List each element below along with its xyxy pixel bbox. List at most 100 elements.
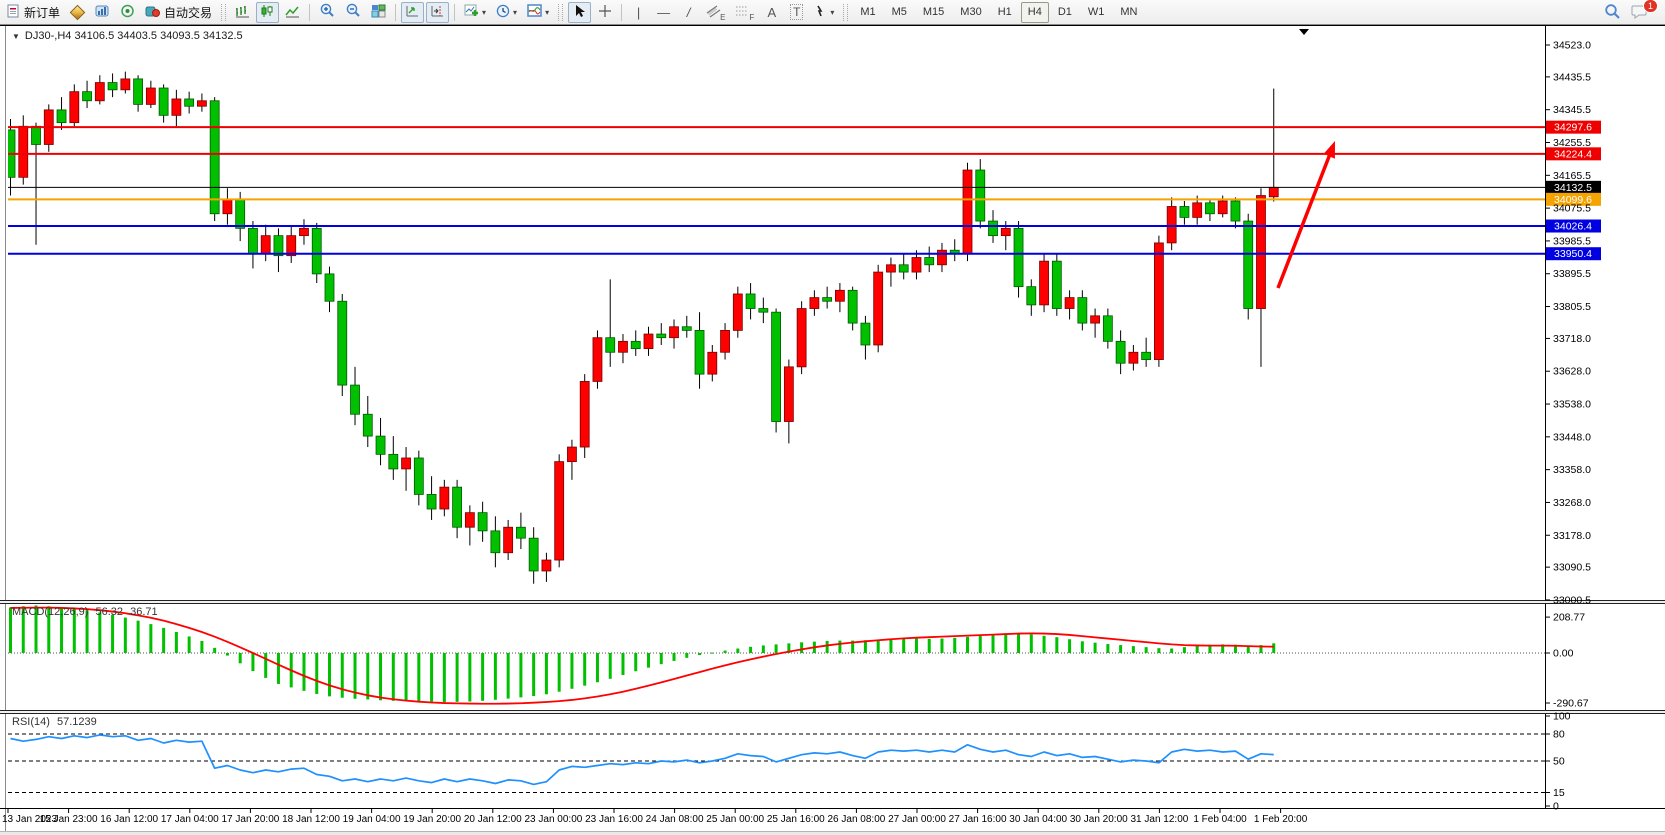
new-order-label: 新订单 <box>24 5 61 20</box>
notification-badge: 1 <box>1642 0 1658 13</box>
price-badge <box>1546 180 1601 194</box>
candle-body <box>464 512 475 528</box>
macd-bar <box>328 653 331 697</box>
macd-bar <box>200 640 204 653</box>
candle-body <box>1192 202 1203 218</box>
market-button[interactable] <box>66 2 89 23</box>
templates-button[interactable]: ▾ <box>523 2 553 23</box>
trendline-button[interactable]: / <box>677 2 700 23</box>
price-tick-label: 34523.0 <box>1553 40 1591 52</box>
macd-bar <box>940 638 944 653</box>
candle-body <box>439 486 450 510</box>
price-badge <box>1546 192 1601 206</box>
indicators-button[interactable]: ▾ <box>460 2 490 23</box>
timeframe-button-mn[interactable]: MN <box>1120 6 1138 18</box>
macd-bar <box>787 643 791 653</box>
auto-trading-button[interactable]: 自动交易 <box>141 2 216 23</box>
candle-body <box>1166 206 1177 244</box>
time-axis[interactable] <box>8 809 1545 831</box>
candle-body <box>937 249 947 266</box>
chart-shift-marker-icon[interactable] <box>1299 29 1309 35</box>
rsi-panel[interactable] <box>8 714 1545 808</box>
timeframe-button-h4[interactable]: H4 <box>1020 1 1049 23</box>
line-chart-button[interactable] <box>281 2 304 23</box>
chart-shift-button[interactable] <box>426 1 450 23</box>
dropdown-arrow-icon[interactable]: ▼ <box>12 31 20 41</box>
data-window-button[interactable] <box>91 2 114 23</box>
price-axis[interactable] <box>1546 26 1665 808</box>
notifications-button[interactable]: 1 <box>1627 0 1658 23</box>
zoom-out-button[interactable] <box>341 2 365 23</box>
text-label-button[interactable]: T <box>785 2 808 23</box>
macd-bar <box>723 650 727 653</box>
timeframe-button-m30[interactable]: M30 <box>960 6 982 18</box>
timeframe-button-m5[interactable]: M5 <box>891 6 907 18</box>
toolbar-grip <box>558 3 564 21</box>
macd-bar <box>672 653 676 661</box>
time-tick-label: 15 Jan 23:00 <box>40 814 98 825</box>
candle-body <box>1051 260 1062 309</box>
macd-bar <box>978 635 982 653</box>
candlestick-chart-button[interactable] <box>256 1 280 23</box>
auto-scroll-button[interactable] <box>401 1 425 23</box>
timeframe-button-m15[interactable]: M15 <box>922 6 945 18</box>
text-button[interactable]: A <box>760 2 783 23</box>
macd-bar <box>1246 646 1250 653</box>
candle-body <box>1077 297 1088 324</box>
price-tick-label: 33448.0 <box>1553 431 1591 443</box>
main-macd-separator <box>0 600 1665 604</box>
price-tick-label: 34255.5 <box>1553 137 1591 149</box>
macd-bar <box>863 640 867 653</box>
trend-arrow-annotation <box>1276 141 1335 289</box>
candle-body <box>618 340 628 353</box>
macd-bar <box>595 653 599 683</box>
arrows-button[interactable]: ▾ <box>810 2 838 23</box>
horizontal-line-button[interactable]: — <box>652 2 675 23</box>
equidistant-channel-button[interactable]: E <box>702 2 729 23</box>
candle-body <box>732 293 743 331</box>
timeframe-button-w1[interactable]: W1 <box>1087 6 1105 18</box>
price-tick-label: 33718.0 <box>1553 333 1591 345</box>
trend-arrow-head[interactable] <box>1323 141 1335 159</box>
macd-bar <box>749 646 753 653</box>
bar-chart-button[interactable] <box>231 2 254 23</box>
timeframe-button-h1[interactable]: H1 <box>997 6 1012 18</box>
chart-shift-icon <box>430 4 445 21</box>
cursor-button[interactable] <box>568 1 592 23</box>
arrows-icon <box>814 4 828 21</box>
rsi-line <box>10 734 1274 786</box>
search-button[interactable] <box>1600 2 1625 23</box>
timeframe-button-m1[interactable]: M1 <box>860 6 876 18</box>
candle-body <box>375 435 386 455</box>
hline-icon: — <box>657 4 671 20</box>
candle-body <box>56 109 67 124</box>
candle-body <box>783 366 794 422</box>
macd-bar <box>47 606 51 653</box>
candle-body <box>796 308 807 368</box>
macd-panel[interactable] <box>8 604 1545 710</box>
vline-icon: | <box>636 4 641 20</box>
periods-button[interactable]: ▾ <box>492 2 521 23</box>
trend-arrow-line[interactable] <box>1276 153 1332 289</box>
crosshair-button[interactable] <box>593 2 616 23</box>
macd-bar <box>1272 643 1276 653</box>
time-tick-label: 25 Jan 16:00 <box>767 814 825 825</box>
timeframe-button-d1[interactable]: D1 <box>1057 6 1072 18</box>
macd-bar <box>1170 648 1174 653</box>
new-order-button[interactable]: 新订单 <box>3 2 64 23</box>
fibonacci-button[interactable]: F <box>731 2 758 23</box>
candle-body <box>184 98 195 107</box>
candle-body <box>324 273 335 302</box>
zoom-in-button[interactable] <box>315 2 339 23</box>
macd-bar <box>430 653 434 702</box>
candle-body <box>503 526 514 554</box>
signals-button[interactable] <box>116 2 139 23</box>
candle-body <box>809 297 820 309</box>
main-chart-panel[interactable] <box>8 26 1545 600</box>
macd-bar <box>1259 645 1263 653</box>
candle-body <box>452 486 463 528</box>
time-tick-label: 1 Feb 04:00 <box>1193 814 1247 825</box>
vertical-line-button[interactable]: | <box>627 2 650 23</box>
tile-windows-button[interactable] <box>367 2 390 23</box>
clock-icon <box>496 4 511 21</box>
